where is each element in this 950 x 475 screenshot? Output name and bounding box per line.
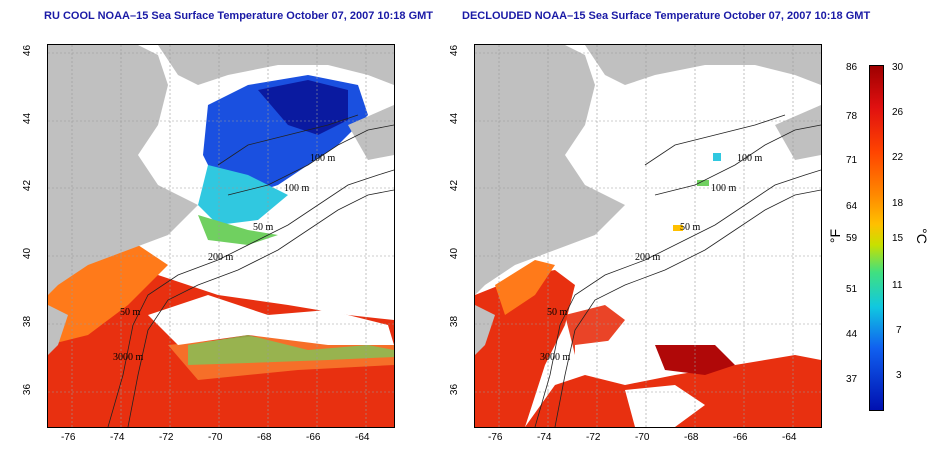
contour-label: 200 m bbox=[635, 252, 661, 263]
bathymetry-contours bbox=[534, 114, 821, 427]
contour-label: 200 m bbox=[208, 252, 234, 263]
land-north bbox=[585, 45, 821, 85]
y-tick: 42 bbox=[449, 179, 461, 192]
f-tick: 37 bbox=[846, 374, 858, 385]
temperature-colorbar bbox=[869, 65, 884, 411]
land-north bbox=[158, 45, 394, 85]
y-tick: 44 bbox=[22, 112, 34, 125]
y-tick: 46 bbox=[449, 44, 461, 57]
x-tick: -68 bbox=[684, 432, 699, 443]
y-tick: 40 bbox=[449, 247, 461, 260]
x-tick: -76 bbox=[61, 432, 76, 443]
celsius-unit-label: °C bbox=[913, 228, 930, 244]
x-tick: -72 bbox=[586, 432, 601, 443]
f-tick: 44 bbox=[846, 329, 858, 340]
y-tick: 42 bbox=[22, 179, 34, 192]
land-west bbox=[475, 45, 625, 295]
c-tick: 3 bbox=[896, 370, 902, 381]
c-tick: 7 bbox=[896, 325, 902, 336]
right-map-title: DECLOUDED NOAA–15 Sea Surface Temperatur… bbox=[462, 10, 871, 22]
fahrenheit-unit-label: °F bbox=[827, 228, 844, 244]
f-tick: 59 bbox=[846, 233, 858, 244]
c-tick: 15 bbox=[892, 233, 904, 244]
contour-label: 100 m bbox=[711, 183, 737, 194]
x-tick: -68 bbox=[257, 432, 272, 443]
x-tick: -74 bbox=[110, 432, 125, 443]
contour-label: 100 m bbox=[310, 153, 336, 164]
f-tick: 78 bbox=[846, 111, 858, 122]
y-tick: 44 bbox=[449, 112, 461, 125]
x-tick: -70 bbox=[208, 432, 223, 443]
y-tick: 46 bbox=[22, 44, 34, 57]
bathymetry-contours bbox=[107, 114, 394, 427]
y-tick: 36 bbox=[22, 383, 34, 396]
contour-label: 50 m bbox=[680, 222, 701, 233]
land-west bbox=[48, 45, 198, 295]
contour-label: 3000 m bbox=[540, 352, 571, 363]
c-tick: 11 bbox=[892, 280, 903, 291]
c-tick: 30 bbox=[892, 62, 904, 73]
y-tick: 36 bbox=[449, 383, 461, 396]
left-sst-map: 100 m 100 m 50 m 200 m 50 m 3000 m bbox=[47, 44, 395, 428]
c-tick: 22 bbox=[892, 152, 904, 163]
f-tick: 51 bbox=[846, 284, 858, 295]
left-map-title: RU COOL NOAA–15 Sea Surface Temperature … bbox=[44, 10, 434, 22]
f-tick: 71 bbox=[846, 155, 858, 166]
x-tick: -76 bbox=[488, 432, 503, 443]
contour-label: 50 m bbox=[253, 222, 274, 233]
x-tick: -70 bbox=[635, 432, 650, 443]
y-tick: 38 bbox=[22, 315, 34, 328]
x-tick: -64 bbox=[355, 432, 370, 443]
y-tick: 40 bbox=[22, 247, 34, 260]
f-tick: 64 bbox=[846, 201, 858, 212]
x-tick: -66 bbox=[733, 432, 748, 443]
contour-label: 100 m bbox=[737, 153, 763, 164]
f-tick: 86 bbox=[846, 62, 858, 73]
right-sst-map: 100 m 100 m 50 m 200 m 50 m 3000 m bbox=[474, 44, 822, 428]
contour-label: 3000 m bbox=[113, 352, 144, 363]
x-tick: -74 bbox=[537, 432, 552, 443]
c-tick: 18 bbox=[892, 198, 904, 209]
x-tick: -66 bbox=[306, 432, 321, 443]
left-map-canvas: 100 m 100 m 50 m 200 m 50 m 3000 m bbox=[48, 45, 394, 427]
right-map-canvas: 100 m 100 m 50 m 200 m 50 m 3000 m bbox=[475, 45, 821, 427]
c-tick: 26 bbox=[892, 107, 904, 118]
contour-label: 100 m bbox=[284, 183, 310, 194]
y-tick: 38 bbox=[449, 315, 461, 328]
contour-label: 50 m bbox=[120, 307, 141, 318]
x-tick: -64 bbox=[782, 432, 797, 443]
contour-label: 50 m bbox=[547, 307, 568, 318]
x-tick: -72 bbox=[159, 432, 174, 443]
